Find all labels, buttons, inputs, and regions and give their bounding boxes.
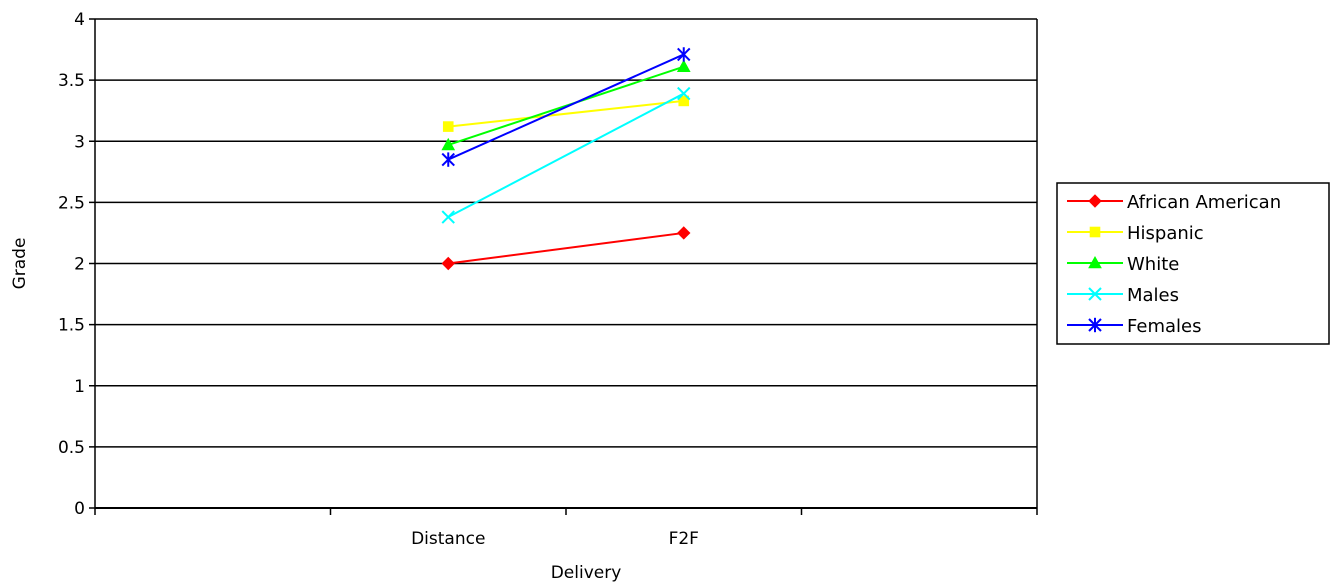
legend-item: Hispanic xyxy=(1067,223,1204,244)
data-point xyxy=(678,95,690,107)
data-point xyxy=(1088,194,1102,208)
y-tick-label: 2.5 xyxy=(58,193,85,213)
series-females xyxy=(441,47,691,167)
data-point xyxy=(677,86,691,101)
legend-label: African American xyxy=(1127,192,1281,213)
axes: 0 0.5 1 1.5 2 2.5 3 3.5 4 Distance F2F xyxy=(58,10,1038,549)
y-tick-label: 3 xyxy=(74,132,85,152)
legend-item: White xyxy=(1067,254,1179,275)
x-tick-label: Distance xyxy=(411,529,485,549)
y-tick-label: 1.5 xyxy=(58,316,85,336)
y-tick-label: 1 xyxy=(74,377,85,397)
series-layer xyxy=(441,47,691,271)
data-point xyxy=(677,226,691,240)
legend-item: Males xyxy=(1067,285,1179,306)
y-tick-label: 0 xyxy=(74,499,85,519)
data-point xyxy=(1088,287,1102,301)
data-point xyxy=(1088,317,1102,333)
data-point xyxy=(676,59,691,72)
x-axis-label: Delivery xyxy=(551,563,622,583)
legend-label: Females xyxy=(1127,316,1201,337)
legend-label: White xyxy=(1127,254,1179,275)
data-point xyxy=(441,256,455,271)
data-point xyxy=(441,152,455,167)
series-males xyxy=(441,86,691,224)
legend-label: Males xyxy=(1127,285,1179,306)
y-tick-label: 3.5 xyxy=(58,71,85,91)
data-point xyxy=(442,121,454,132)
series-line xyxy=(448,231,684,265)
series-line xyxy=(447,92,685,218)
series-line xyxy=(448,99,684,128)
data-point xyxy=(1088,255,1102,269)
legend-item: Females xyxy=(1067,316,1201,337)
series-line xyxy=(447,65,685,146)
data-point xyxy=(677,47,691,62)
legend: African American Hispanic White Males Female… xyxy=(1056,182,1330,345)
data-point xyxy=(441,137,456,151)
x-tick-label: F2F xyxy=(669,529,699,549)
y-axis-label: Grade xyxy=(10,238,30,290)
series-african-american xyxy=(441,226,691,271)
y-tick-label: 4 xyxy=(74,10,85,30)
data-point xyxy=(1089,226,1101,238)
y-tick-label: 0.5 xyxy=(58,438,85,458)
series-line xyxy=(447,53,685,161)
series-hispanic xyxy=(442,95,690,132)
legend-label: Hispanic xyxy=(1127,223,1204,244)
legend-item: African American xyxy=(1067,192,1281,213)
data-point xyxy=(441,210,455,224)
series-white xyxy=(441,59,691,151)
y-tick-label: 2 xyxy=(74,255,85,275)
gridlines xyxy=(95,18,1037,448)
